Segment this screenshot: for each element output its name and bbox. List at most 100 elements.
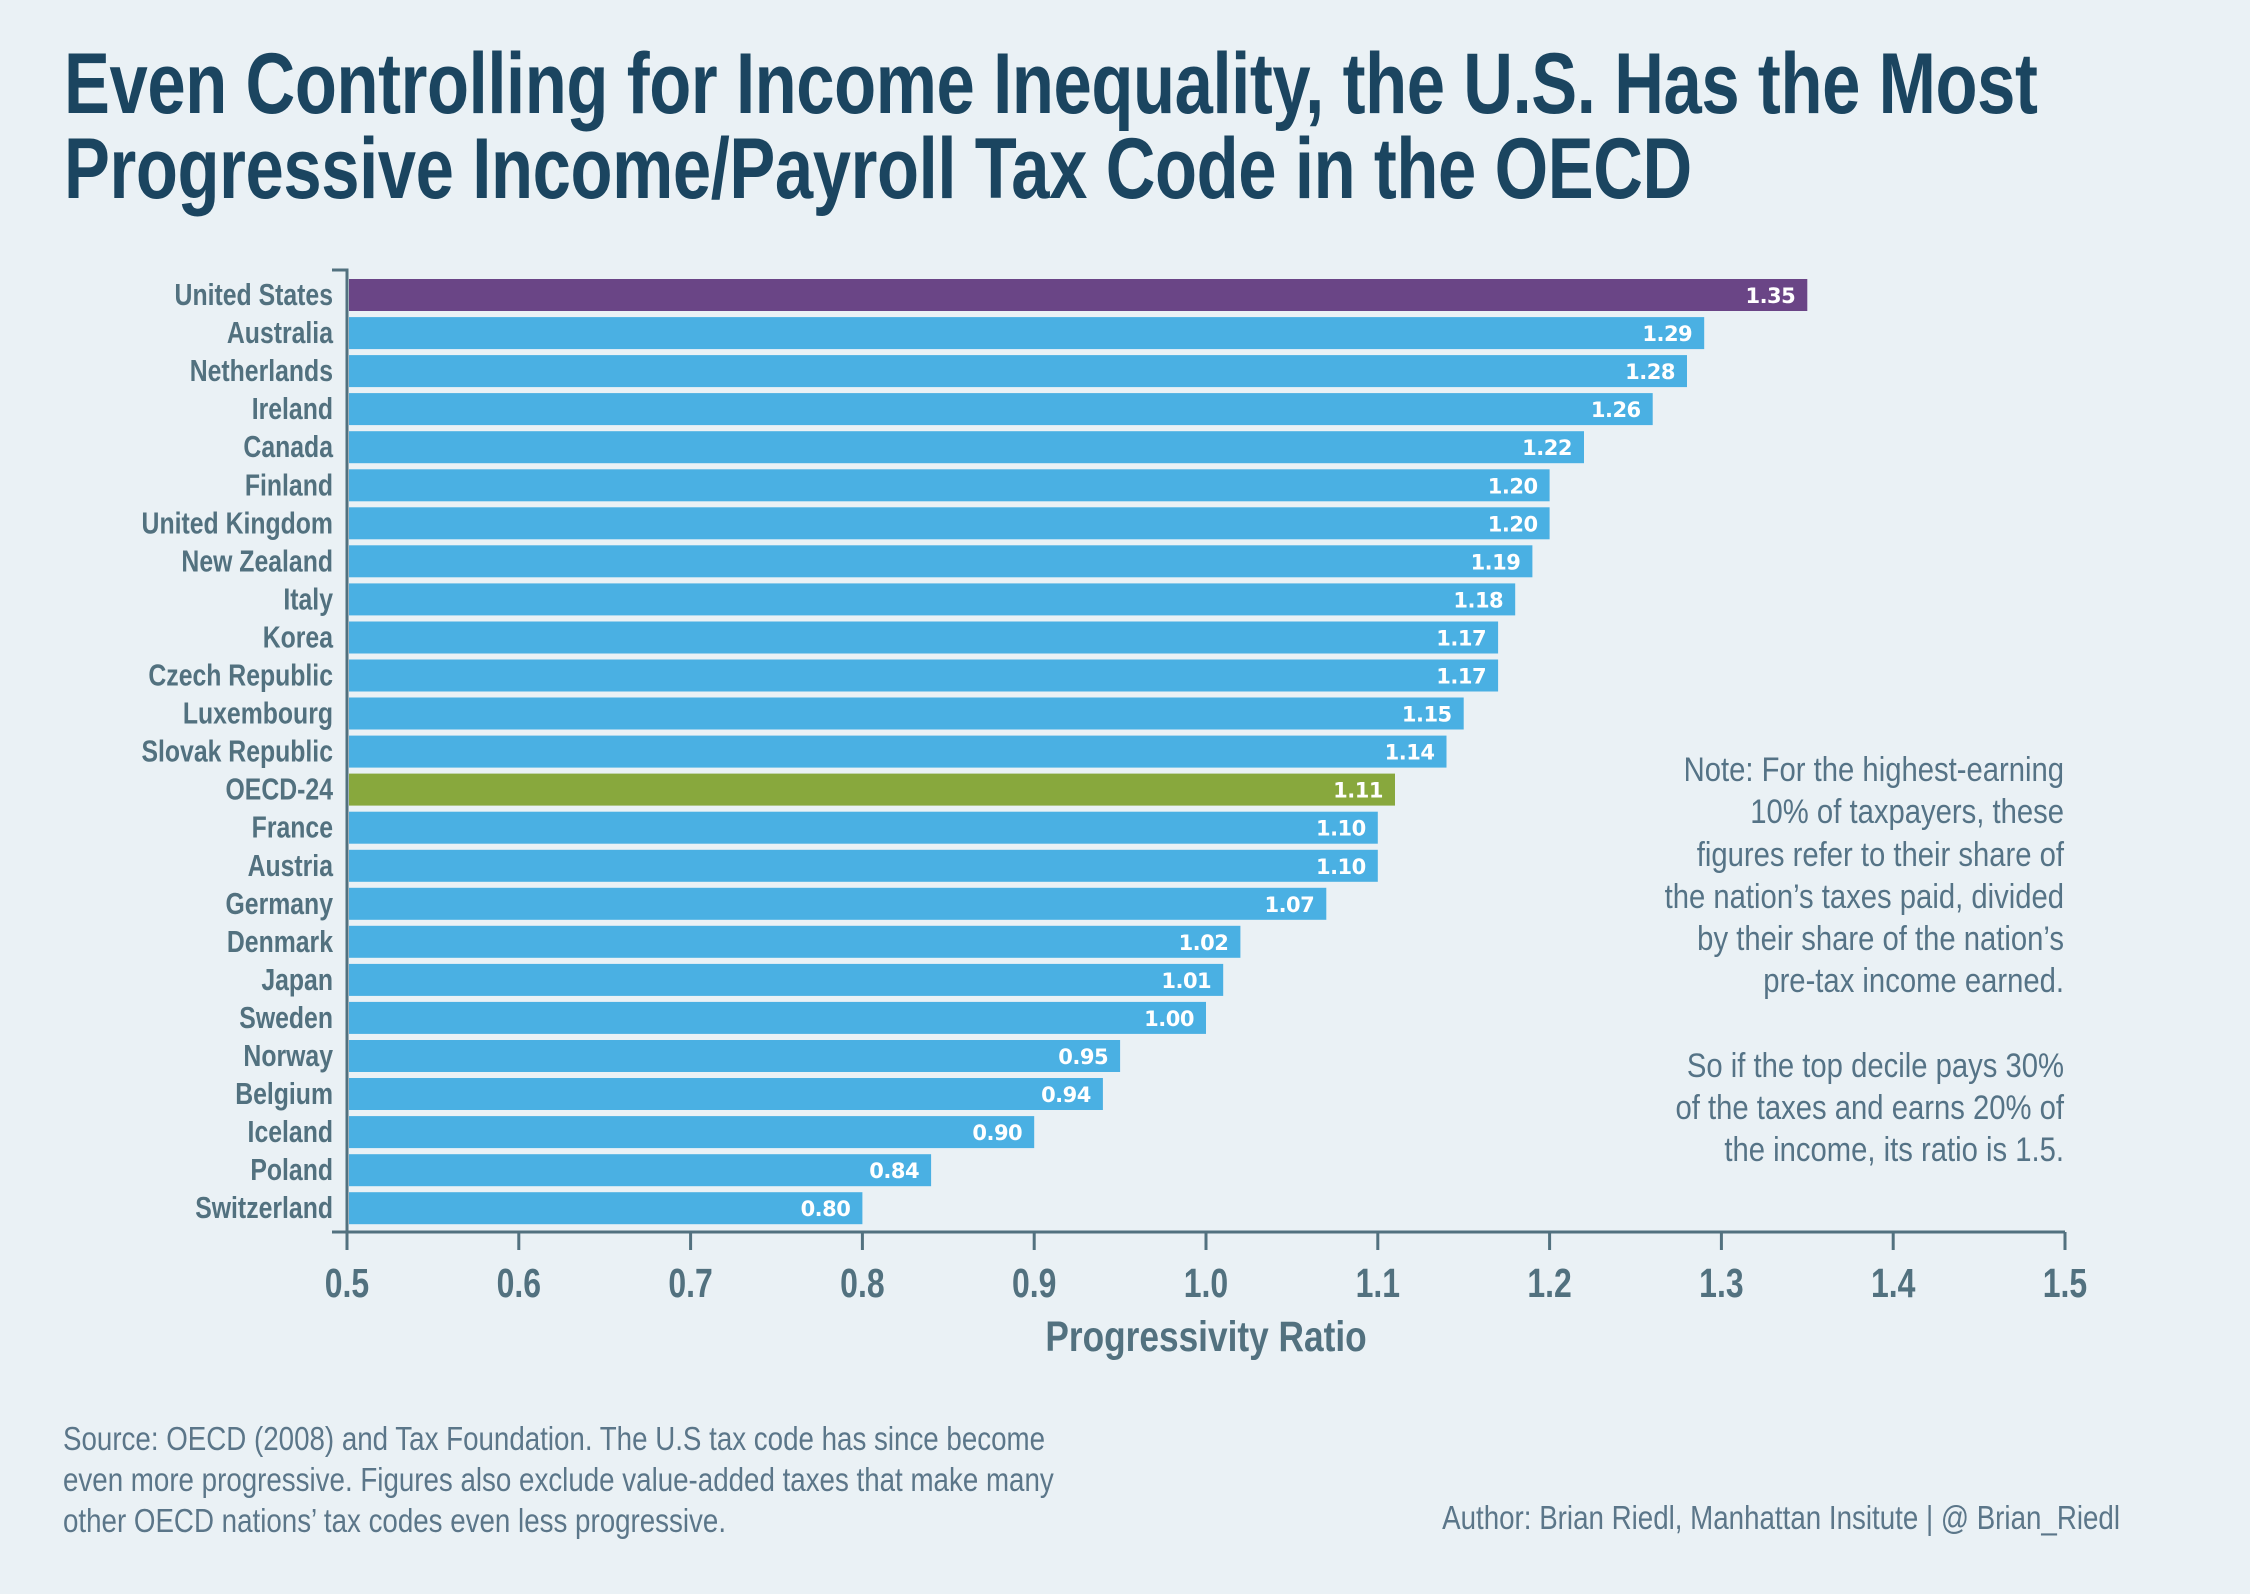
bar-czech-republic <box>349 659 1499 692</box>
note-line: of the taxes and earns 20% of <box>1675 1089 2064 1128</box>
category-label: Poland <box>250 1153 333 1187</box>
value-label: 0.95 <box>1058 1045 1108 1069</box>
chart-title: Even Controlling for Income Inequality, … <box>64 36 2038 217</box>
chart-title-line-2: Progressive Income/Payroll Tax Code in t… <box>64 121 1692 217</box>
category-label: Iceland <box>248 1114 333 1148</box>
note-line: Note: For the highest-earning <box>1683 751 2064 789</box>
category-label: United Kingdom <box>142 506 333 540</box>
value-label: 1.11 <box>1333 779 1383 803</box>
note-line: pre-tax income earned. <box>1763 962 2064 1001</box>
x-tick-label: 1.1 <box>1356 1260 1400 1306</box>
category-label: New Zealand <box>181 544 333 578</box>
category-label: Luxembourg <box>183 696 333 730</box>
value-label: 0.94 <box>1041 1083 1091 1107</box>
bar-luxembourg <box>349 697 1464 730</box>
bar-korea <box>349 621 1499 654</box>
x-axis-title: Progressivity Ratio <box>1045 1313 1366 1361</box>
category-label: Italy <box>283 582 333 616</box>
y-axis-line <box>332 268 349 1232</box>
note-paragraph-definition: Note: For the highest-earning 10% of tax… <box>1582 749 2064 1003</box>
value-label: 1.35 <box>1745 284 1795 308</box>
x-tick-label: 0.5 <box>325 1260 369 1306</box>
x-tick-label: 1.3 <box>1699 1260 1743 1306</box>
value-label: 1.29 <box>1642 322 1692 346</box>
category-label: Australia <box>227 315 333 349</box>
x-tick-label: 1.0 <box>1184 1260 1228 1306</box>
category-label: United States <box>175 277 333 311</box>
bar-new-zealand <box>349 545 1533 578</box>
x-tick-label: 0.6 <box>497 1260 541 1306</box>
bar-switzerland <box>349 1192 863 1225</box>
bar-iceland <box>349 1116 1035 1149</box>
x-tick-label: 1.4 <box>1871 1260 1916 1306</box>
value-label: 1.20 <box>1488 474 1538 498</box>
value-label: 1.10 <box>1316 817 1366 841</box>
author-credit: Author: Brian Riedl, Manhattan Insitute … <box>1442 1499 2120 1536</box>
source-line: even more progressive. Figures also excl… <box>63 1461 1054 1498</box>
category-label: Sweden <box>239 1000 333 1034</box>
category-labels-layer: United States Australia Netherlands Ireland… <box>141 277 333 1224</box>
note-box: Note: For the highest-earning 10% of tax… <box>1582 749 2064 1172</box>
x-tick-label: 0.8 <box>840 1260 884 1306</box>
value-label: 1.10 <box>1316 855 1366 879</box>
x-tick-label: 0.7 <box>668 1260 712 1306</box>
category-label: OECD-24 <box>226 772 334 806</box>
axes-layer: 0.5 0.6 0.7 0.8 0.9 1.0 1.1 1.2 1.3 1.4 1.5 <box>325 268 2087 1306</box>
category-label: Slovak Republic <box>141 734 333 768</box>
value-label: 0.80 <box>801 1197 851 1221</box>
note-line: the nation’s taxes paid, divided <box>1664 877 2064 916</box>
bar-japan <box>349 963 1224 996</box>
bar-poland <box>349 1154 932 1187</box>
bar-norway <box>349 1040 1121 1072</box>
bar-austria <box>349 849 1378 882</box>
note-paragraph-example: So if the top decile pays 30% of the tax… <box>1582 1045 2064 1172</box>
bar-australia <box>349 317 1705 350</box>
bar-germany <box>349 887 1327 920</box>
value-label: 1.00 <box>1144 1007 1194 1031</box>
value-label: 1.01 <box>1161 969 1211 993</box>
value-label: 1.19 <box>1471 550 1521 574</box>
value-label: 1.07 <box>1264 893 1314 917</box>
bar-italy <box>349 583 1516 616</box>
x-tick-label: 0.9 <box>1012 1260 1056 1306</box>
value-label: 1.17 <box>1436 627 1486 651</box>
bar-finland <box>349 469 1550 502</box>
category-label: Austria <box>248 848 334 882</box>
value-label: 1.14 <box>1385 741 1435 765</box>
value-label: 0.84 <box>869 1159 919 1183</box>
x-tick-label: 1.5 <box>2043 1260 2087 1306</box>
category-label: Netherlands <box>190 353 333 387</box>
bar-belgium <box>349 1078 1103 1110</box>
bar-canada <box>349 431 1584 464</box>
chart-title-line-1: Even Controlling for Income Inequality, … <box>64 36 2038 132</box>
value-label: 1.02 <box>1179 931 1229 955</box>
value-label: 0.90 <box>972 1121 1022 1145</box>
category-label: Finland <box>245 468 333 502</box>
bar-denmark <box>349 925 1241 958</box>
note-line: the income, its ratio is 1.5. <box>1724 1131 2064 1170</box>
bar-oecd-24 <box>349 773 1395 806</box>
bar-france <box>349 811 1378 844</box>
source-line: other OECD nations’ tax codes even less … <box>63 1502 727 1539</box>
source-note: Source: OECD (2008) and Tax Foundation. … <box>63 1418 1121 1541</box>
bar-united-states <box>349 279 1808 311</box>
bars-layer <box>349 279 1808 1225</box>
value-label: 1.22 <box>1522 436 1572 460</box>
category-label: France <box>252 810 333 844</box>
value-labels-layer: 1.35 1.29 1.28 1.26 1.22 1.20 1.20 1.19 1.18 1.17… <box>801 284 1796 1221</box>
value-label: 1.18 <box>1453 588 1503 612</box>
category-label: Japan <box>261 962 333 996</box>
category-label: Ireland <box>252 391 333 425</box>
bar-netherlands <box>349 355 1687 388</box>
value-label: 1.20 <box>1488 512 1538 536</box>
bar-united-kingdom <box>349 507 1550 540</box>
bar-sweden <box>349 1001 1206 1034</box>
x-tick-label: 1.2 <box>1527 1260 1571 1306</box>
note-line: by their share of the nation’s <box>1697 920 2064 959</box>
bar-slovak-republic <box>349 735 1447 768</box>
note-line: figures refer to their share of <box>1696 835 2064 874</box>
note-line: So if the top decile pays 30% <box>1686 1046 2064 1085</box>
category-label: Denmark <box>227 924 333 958</box>
bar-ireland <box>349 393 1653 426</box>
